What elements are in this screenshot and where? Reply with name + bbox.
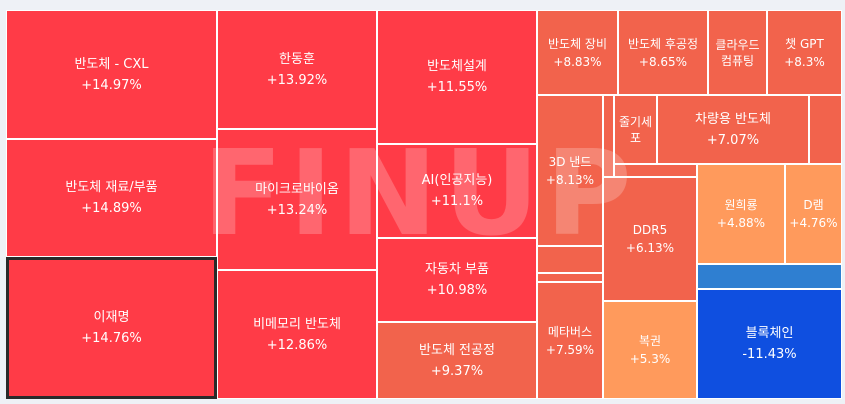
tile-change: +8.83% — [553, 54, 602, 69]
treemap-tile-equip[interactable]: 반도체 장비 +8.83% — [537, 10, 618, 95]
tile-name: AI(인공지능) — [421, 173, 493, 188]
tile-change: +11.1% — [430, 194, 484, 209]
treemap-tile-nuke[interactable]: 원희룡 +4.88% — [697, 164, 785, 264]
treemap-tile-cxl[interactable]: 반도체 - CXL +14.97% — [6, 10, 217, 139]
tile-name: 비메모리 반도체 — [253, 316, 341, 332]
tile-name: 반도체 후공정 — [627, 36, 699, 51]
tile-change: +5.3% — [629, 352, 671, 366]
treemap-tile-post[interactable]: 반도체 후공정 +8.65% — [618, 10, 708, 95]
treemap-tile-cloud[interactable]: 클라우드 컴퓨팅 — [708, 10, 767, 95]
treemap-tile-filler[interactable] — [809, 95, 842, 164]
tile-change: +8.13% — [545, 172, 595, 187]
treemap-tile-ljm[interactable]: 이재명 +14.76% — [6, 257, 217, 399]
treemap-tile-ai[interactable]: AI(인공지능) +11.1% — [377, 144, 537, 238]
treemap-tile-pre[interactable]: 반도체 전공정 +9.37% — [377, 322, 537, 399]
treemap-tile-ddr5[interactable]: DDR5 +6.13% — [603, 177, 697, 301]
tile-change: +10.98% — [426, 283, 488, 298]
tile-name: 블록체인 — [745, 326, 794, 341]
treemap-tile-auto[interactable]: 자동차 부품 +10.98% — [377, 238, 537, 322]
treemap-tile-design[interactable]: 반도체설계 +11.55% — [377, 10, 537, 144]
treemap-tile-gpt[interactable]: 챗 GPT +8.3% — [767, 10, 842, 95]
tile-name: 반도체 전공정 — [419, 342, 495, 358]
treemap-tile-mbio[interactable]: 마이크로바이옴 +13.24% — [217, 129, 377, 270]
tile-name: 반도체 장비 — [547, 36, 607, 51]
tile-name: 반도체 - CXL — [74, 56, 149, 72]
tile-change: +13.24% — [266, 202, 328, 218]
tile-change: -11.43% — [742, 347, 797, 362]
tile-name: 챗 GPT — [785, 36, 824, 51]
tile-name: 이재명 — [93, 310, 130, 325]
tile-name: DDR5 — [632, 223, 668, 237]
tile-name: 마이크로바이옴 — [255, 181, 339, 197]
treemap-tile-filler[interactable] — [614, 164, 697, 177]
tile-name: 메타버스 — [547, 324, 593, 339]
tile-change: +13.92% — [266, 72, 328, 88]
tile-change: +14.89% — [81, 201, 142, 216]
tile-name: 복권 — [638, 334, 662, 348]
tile-change: +7.59% — [545, 342, 595, 357]
treemap-tile-dram[interactable]: D램 +4.76% — [785, 164, 842, 264]
tile-name: 자동차 부품 — [425, 262, 489, 277]
tile-name: 줄기세포 — [618, 114, 653, 145]
treemap-tile-stem[interactable]: 줄기세포 — [614, 95, 657, 164]
treemap-tile-lotto[interactable]: 복권 +5.3% — [603, 301, 697, 399]
treemap-tile-filler[interactable] — [537, 246, 603, 273]
tile-name: D램 — [803, 198, 824, 212]
treemap-tile-nmem[interactable]: 비메모리 반도체 +12.86% — [217, 270, 377, 399]
tile-change: +7.07% — [706, 132, 760, 148]
tile-name: 반도체설계 — [427, 59, 487, 74]
tile-change: +11.55% — [426, 80, 488, 95]
tile-change: +14.76% — [81, 331, 142, 346]
tile-change: +12.86% — [266, 337, 328, 353]
tile-change: +14.97% — [81, 77, 142, 93]
treemap-tile-nand[interactable]: 3D 낸드 +8.13% — [537, 95, 603, 246]
treemap-tile-meta[interactable]: 메타버스 +7.59% — [537, 282, 603, 399]
tile-change: +8.3% — [784, 54, 825, 69]
tile-name: 원희룡 — [724, 198, 758, 212]
tile-name: 3D 낸드 — [548, 154, 592, 169]
treemap-tile-car[interactable]: 차량용 반도체 +7.07% — [657, 95, 809, 164]
tile-name: 한동훈 — [279, 51, 315, 67]
treemap-tile-block[interactable]: 블록체인 -11.43% — [697, 289, 842, 399]
tile-change: +9.37% — [430, 363, 484, 379]
tile-change: +4.76% — [789, 216, 838, 230]
treemap-tile-filler[interactable] — [537, 273, 603, 282]
tile-name: 클라우드 컴퓨팅 — [715, 37, 760, 68]
tile-change: +6.13% — [625, 241, 675, 255]
treemap-tile-mat[interactable]: 반도체 재료/부품 +14.89% — [6, 139, 217, 257]
tile-change: +8.65% — [638, 54, 688, 69]
treemap-tile-hds[interactable]: 한동훈 +13.92% — [217, 10, 377, 129]
treemap-tile-filler[interactable] — [697, 264, 842, 289]
treemap-tile-filler[interactable] — [603, 95, 614, 177]
tile-name: 차량용 반도체 — [695, 111, 771, 127]
tile-name: 반도체 재료/부품 — [65, 180, 158, 195]
tile-change: +4.88% — [716, 216, 766, 230]
